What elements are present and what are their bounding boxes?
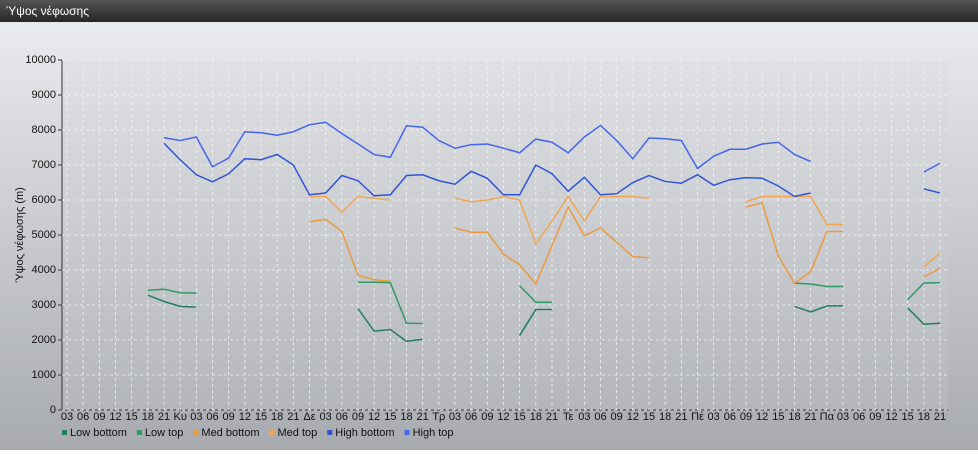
x-tick-label: 12 — [368, 411, 380, 423]
y-tick-label: 10000 — [25, 54, 56, 66]
x-tick-label: 12 — [627, 411, 639, 423]
x-tick-label: Πέ — [691, 411, 704, 423]
x-tick-label: 09 — [352, 411, 364, 423]
x-tick-label: 15 — [643, 411, 655, 423]
series-line — [309, 195, 941, 268]
x-tick-label: 03 — [708, 411, 720, 423]
series-line — [309, 201, 941, 286]
y-tick-label: 9000 — [32, 89, 56, 101]
x-tick-label: 21 — [417, 411, 429, 423]
x-tick-label: 21 — [675, 411, 687, 423]
x-tick-label: 06 — [465, 411, 477, 423]
legend-label: Low top — [145, 427, 184, 439]
x-tick-label: 09 — [611, 411, 623, 423]
legend-label: High top — [413, 427, 454, 439]
y-tick-label: 3000 — [32, 299, 56, 311]
x-tick-label: 06 — [724, 411, 736, 423]
x-tick-label: 12 — [497, 411, 509, 423]
y-tick-label: 2000 — [32, 334, 56, 346]
x-tick-label: 06 — [206, 411, 218, 423]
x-tick-label: 12 — [239, 411, 251, 423]
x-tick-label: Κυ — [173, 411, 186, 423]
x-tick-label: 15 — [902, 411, 914, 423]
x-tick-label: 06 — [594, 411, 606, 423]
legend-swatch — [136, 430, 142, 435]
x-tick-label: 18 — [400, 411, 412, 423]
y-tick-label: 7000 — [32, 159, 56, 171]
legend-swatch — [193, 430, 199, 435]
x-tick-label: 15 — [255, 411, 267, 423]
x-tick-label: 18 — [271, 411, 283, 423]
legend-label: Med bottom — [201, 427, 259, 439]
x-tick-label: 03 — [190, 411, 202, 423]
x-tick-label: 06 — [77, 411, 89, 423]
x-tick-label: 03 — [61, 411, 73, 423]
y-tick-label: 8000 — [32, 124, 56, 136]
y-axis-label: Ύψος νέφωσης (m) — [14, 187, 26, 283]
x-tick-label: Δε — [303, 411, 315, 423]
legend-swatch — [327, 430, 333, 435]
legend-swatch — [62, 430, 67, 435]
title-bar — [0, 0, 978, 22]
x-tick-label: 12 — [885, 411, 897, 423]
y-tick-label: 4000 — [32, 264, 56, 276]
x-tick-label: 21 — [158, 411, 170, 423]
x-tick-label: 06 — [853, 411, 865, 423]
y-tick-label: 5000 — [32, 229, 56, 241]
x-tick-label: 06 — [336, 411, 348, 423]
series-line — [163, 121, 941, 173]
x-tick-label: 09 — [869, 411, 881, 423]
legend-swatch — [404, 430, 410, 435]
y-tick-label: 6000 — [32, 194, 56, 206]
x-tick-label: 15 — [772, 411, 784, 423]
series-line — [147, 281, 941, 325]
x-tick-label: 15 — [514, 411, 526, 423]
x-tick-label: 09 — [740, 411, 752, 423]
x-tick-label: 21 — [934, 411, 946, 423]
x-tick-label: 09 — [481, 411, 493, 423]
x-tick-label: 15 — [126, 411, 138, 423]
x-tick-label: 15 — [384, 411, 396, 423]
x-tick-label: 18 — [788, 411, 800, 423]
y-tick-label: 0 — [50, 404, 56, 416]
x-tick-label: 03 — [578, 411, 590, 423]
legend-label: Med top — [278, 427, 318, 439]
x-tick-label: 03 — [837, 411, 849, 423]
legend-label: Low bottom — [70, 427, 127, 439]
x-tick-label: 03 — [320, 411, 332, 423]
series-line — [147, 294, 941, 343]
x-tick-label: 18 — [530, 411, 542, 423]
y-tick-label: 1000 — [32, 369, 56, 381]
x-tick-label: 21 — [287, 411, 299, 423]
x-tick-label: 12 — [109, 411, 121, 423]
x-tick-label: 18 — [142, 411, 154, 423]
x-tick-label: 09 — [93, 411, 105, 423]
x-tick-label: 09 — [223, 411, 235, 423]
x-tick-label: 18 — [659, 411, 671, 423]
x-tick-label: 21 — [805, 411, 817, 423]
legend-swatch — [269, 430, 275, 435]
x-tick-label: Πα — [820, 411, 835, 423]
x-tick-label: 18 — [918, 411, 930, 423]
x-tick-label: 21 — [546, 411, 558, 423]
x-tick-label: 03 — [449, 411, 461, 423]
x-tick-label: Τε — [563, 411, 574, 423]
x-tick-label: 12 — [756, 411, 768, 423]
window-title: Ύψος νέφωσης — [6, 4, 89, 18]
series-line — [163, 142, 941, 198]
legend-label: High bottom — [335, 427, 394, 439]
x-tick-label: Τρ — [432, 411, 445, 423]
